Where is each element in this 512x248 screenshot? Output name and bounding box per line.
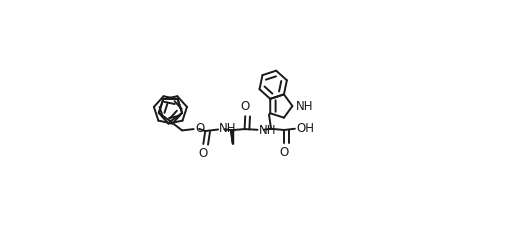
Text: NH: NH [259, 124, 276, 137]
Text: O: O [280, 146, 289, 159]
Text: OH: OH [296, 122, 314, 135]
Text: O: O [241, 100, 250, 113]
Text: O: O [196, 122, 205, 135]
Text: O: O [198, 147, 207, 160]
Text: NH: NH [295, 99, 313, 113]
Text: NH: NH [219, 123, 237, 135]
